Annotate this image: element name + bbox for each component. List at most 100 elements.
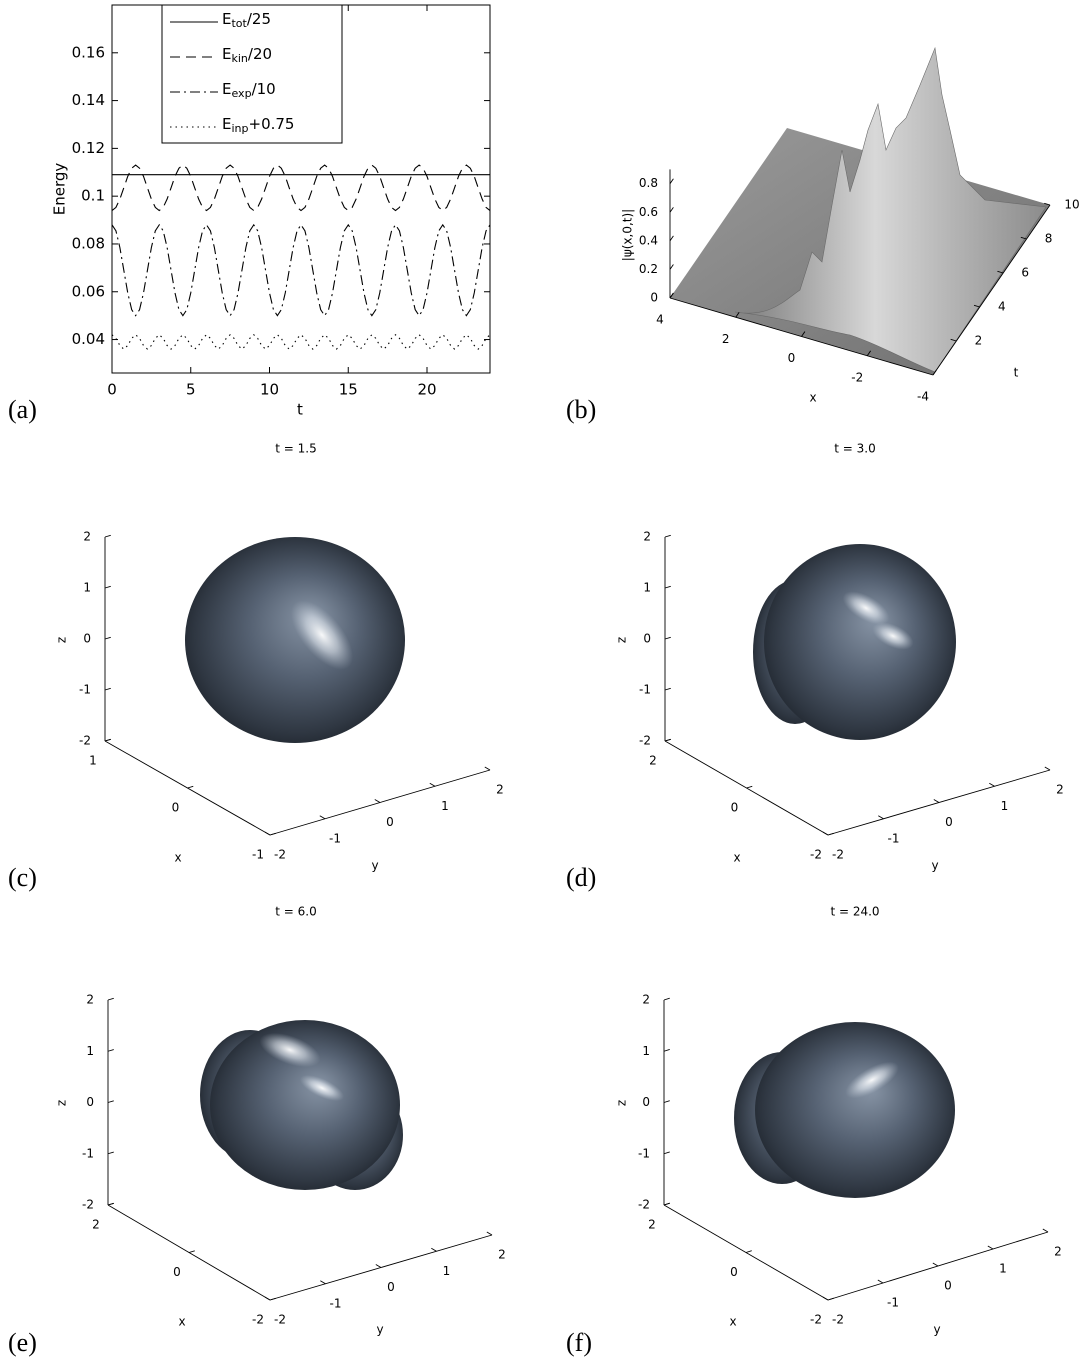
y-tick — [989, 782, 995, 787]
series-line — [111, 334, 491, 350]
z-tick — [107, 1100, 114, 1103]
z-tick — [104, 738, 111, 742]
x-tick — [866, 350, 872, 357]
y-tick-label: 0.14 — [72, 91, 105, 109]
y-tick-label: 10 — [1064, 198, 1079, 212]
z-tick-label: -2 — [639, 734, 651, 748]
y-tick — [320, 1280, 326, 1285]
y-tick-label: 2 — [498, 1248, 506, 1262]
y-tick-label: -1 — [888, 831, 900, 845]
panel-group: -4 -2 0 2 4 2 4 6 8 10 0 0.2 0.4 0.6 0.8 x t |ψ(x,0,t)| — [621, 169, 1080, 405]
z-tick-label: 2 — [643, 530, 651, 544]
y-tick — [1044, 202, 1051, 206]
x-tick-label: 0 — [731, 801, 739, 815]
legend-label: Ekin/20 — [222, 45, 272, 66]
chart-title: t = 3.0 — [834, 442, 875, 456]
z-tick-label: -1 — [82, 1146, 94, 1160]
x-tick — [827, 1297, 834, 1301]
legend-label: Einp+0.75 — [222, 115, 294, 136]
y-tick-label: 1 — [999, 1262, 1007, 1276]
y-tick-label: 4 — [998, 300, 1006, 314]
z-tick — [107, 997, 114, 1001]
y-axis-line — [932, 204, 1051, 376]
z-tick — [664, 636, 671, 640]
isosurface-highlight — [299, 1074, 345, 1102]
z-tick — [104, 636, 111, 640]
z-tick — [663, 1151, 670, 1155]
x-tick — [827, 832, 834, 836]
z-tick — [669, 178, 674, 184]
x-tick-label: 2 — [722, 332, 730, 346]
y-tick — [877, 1279, 884, 1284]
y-tick-label: -1 — [329, 831, 341, 845]
y-tick — [822, 831, 829, 836]
x-tick — [187, 785, 194, 789]
y-tick-label: 0 — [387, 1280, 395, 1294]
x-tick-label: 0 — [730, 1265, 738, 1279]
z-axis-label: z — [615, 637, 629, 643]
z-tick-label: -2 — [638, 1198, 650, 1212]
x-tick-label: 5 — [186, 381, 196, 399]
y-tick-label: 0 — [944, 1279, 952, 1293]
y-tick — [264, 1296, 271, 1301]
z-tick-label: -1 — [638, 1146, 650, 1160]
y-tick-label: 2 — [1054, 1245, 1062, 1259]
z-tick — [663, 997, 670, 1001]
x-tick — [745, 1250, 752, 1253]
x-tick-label: 0 — [172, 801, 180, 815]
y-tick-label: -2 — [274, 1313, 286, 1327]
x-axis-label: x — [729, 1315, 736, 1329]
y-tick — [1042, 1228, 1049, 1233]
x-axis-label: x — [733, 851, 740, 865]
y-tick-label: 2 — [975, 334, 983, 348]
y-tick — [933, 799, 940, 803]
y-tick-label: 2 — [496, 783, 504, 797]
z-tick — [664, 687, 671, 691]
x-axis-label: x — [178, 1315, 185, 1329]
y-tick — [375, 1264, 382, 1268]
x-tick-label: 4 — [656, 313, 664, 327]
z-tick-label: 0 — [83, 632, 91, 646]
y-axis-label: y — [371, 859, 378, 873]
x-tick-label: 2 — [648, 1218, 656, 1232]
x-tick-label: 15 — [339, 381, 358, 399]
y-tick — [997, 270, 1004, 274]
z-tick — [107, 1049, 114, 1052]
y-tick-label: 1 — [443, 1264, 451, 1278]
panel-label: (b) — [566, 395, 596, 424]
series-line — [111, 164, 491, 212]
y-tick-label: 6 — [1021, 266, 1029, 280]
x-tick — [269, 832, 276, 836]
y-tick-label: 0.04 — [72, 330, 105, 348]
z-tick — [664, 738, 671, 742]
z-tick — [663, 1202, 670, 1206]
x-tick-label: 0 — [788, 351, 796, 365]
y-axis-label: Energy — [51, 163, 69, 216]
panel-group: -2 0 2 -2 -1 0 1 2 -2 -1 0 1 2 x y z t = 24.0 — [615, 905, 1062, 1337]
x-axis-label: t — [297, 401, 303, 419]
x-tick-label: -2 — [810, 1313, 822, 1327]
z-tick-label: 2 — [642, 993, 650, 1007]
z-tick — [663, 1049, 670, 1052]
z-tick-label: -1 — [79, 683, 91, 697]
chart-title: t = 24.0 — [830, 905, 879, 919]
chart-title: t = 1.5 — [275, 442, 316, 456]
y-tick-label: -2 — [832, 848, 844, 862]
y-tick — [822, 1296, 829, 1301]
y-tick-label: 1 — [1001, 799, 1009, 813]
panel-group: -1 0 1 -2 -1 0 1 2 -2 -1 0 1 2 x y z t = 1.5 — [55, 442, 504, 873]
legend-label: Eexp/10 — [222, 80, 276, 101]
x-tick — [746, 785, 753, 789]
z-tick — [104, 585, 111, 589]
x-tick — [801, 331, 806, 337]
y-tick-label: -2 — [832, 1313, 844, 1327]
y-tick — [431, 1247, 437, 1252]
y-tick-label: 0.1 — [81, 187, 105, 205]
z-tick — [663, 1100, 670, 1103]
series-line — [111, 223, 491, 317]
z-tick — [107, 1202, 114, 1206]
isosurface-shape — [210, 1020, 400, 1190]
legend-box — [161, 4, 343, 144]
panel-group: -2 0 2 -2 -1 0 1 2 -2 -1 0 1 2 x y z t = 6.0 — [55, 905, 506, 1337]
y-tick-label: 0 — [945, 815, 953, 829]
